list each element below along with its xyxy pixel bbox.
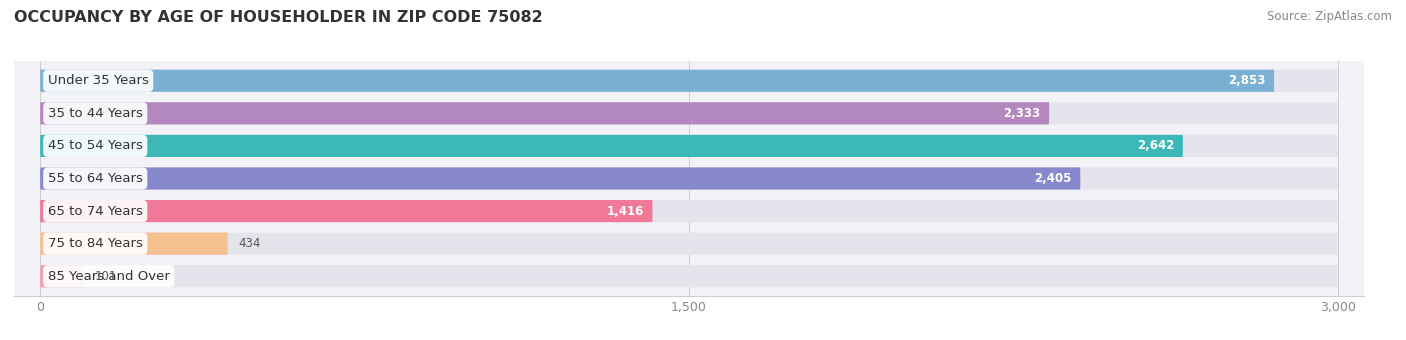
FancyBboxPatch shape	[41, 167, 1337, 190]
Text: 2,853: 2,853	[1229, 74, 1265, 87]
Text: OCCUPANCY BY AGE OF HOUSEHOLDER IN ZIP CODE 75082: OCCUPANCY BY AGE OF HOUSEHOLDER IN ZIP C…	[14, 10, 543, 25]
Text: 65 to 74 Years: 65 to 74 Years	[48, 205, 142, 218]
Text: 2,333: 2,333	[1004, 107, 1040, 120]
FancyBboxPatch shape	[41, 233, 228, 255]
Text: 2,642: 2,642	[1137, 139, 1174, 152]
FancyBboxPatch shape	[41, 70, 1337, 92]
FancyBboxPatch shape	[41, 200, 652, 222]
FancyBboxPatch shape	[41, 135, 1182, 157]
FancyBboxPatch shape	[41, 265, 1337, 287]
Text: 45 to 54 Years: 45 to 54 Years	[48, 139, 142, 152]
FancyBboxPatch shape	[41, 102, 1049, 124]
Text: Source: ZipAtlas.com: Source: ZipAtlas.com	[1267, 10, 1392, 23]
Text: 35 to 44 Years: 35 to 44 Years	[48, 107, 142, 120]
FancyBboxPatch shape	[41, 135, 1337, 157]
FancyBboxPatch shape	[41, 200, 1337, 222]
Text: 101: 101	[94, 270, 117, 283]
FancyBboxPatch shape	[41, 102, 1337, 124]
Text: 75 to 84 Years: 75 to 84 Years	[48, 237, 142, 250]
Text: 85 Years and Over: 85 Years and Over	[48, 270, 170, 283]
FancyBboxPatch shape	[41, 167, 1080, 190]
FancyBboxPatch shape	[41, 233, 1337, 255]
Text: Under 35 Years: Under 35 Years	[48, 74, 149, 87]
Text: 434: 434	[239, 237, 262, 250]
FancyBboxPatch shape	[41, 70, 1274, 92]
Text: 1,416: 1,416	[606, 205, 644, 218]
Text: 2,405: 2,405	[1035, 172, 1071, 185]
FancyBboxPatch shape	[41, 265, 83, 287]
Text: 55 to 64 Years: 55 to 64 Years	[48, 172, 142, 185]
